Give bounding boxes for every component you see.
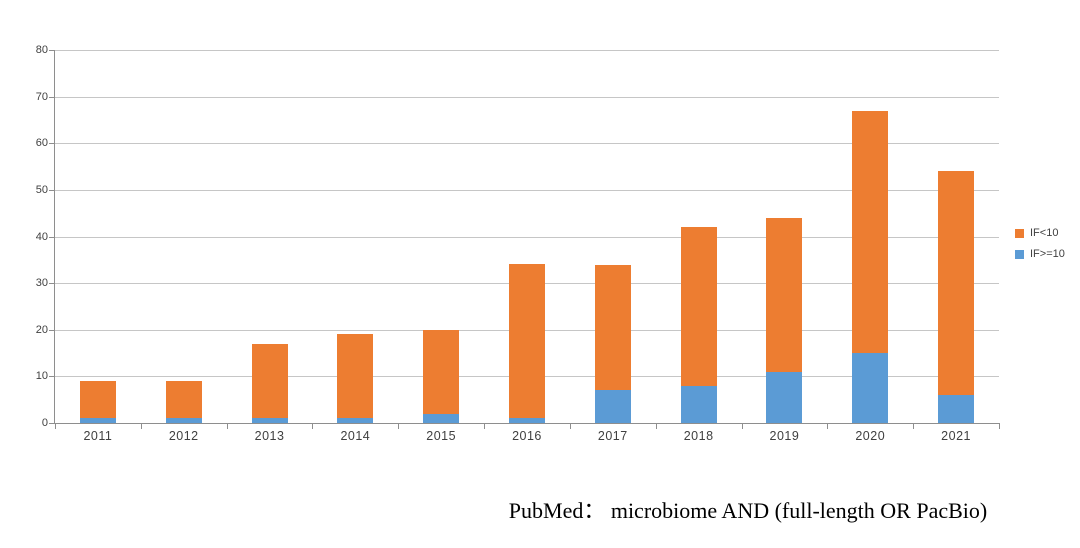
- x-tick-boundary-9: [827, 423, 829, 429]
- x-tick-boundary-7: [655, 423, 657, 429]
- legend-item-if-lt-10: IF<10: [1015, 228, 1065, 239]
- bar-segment-2020-if-lt-10: [852, 110, 889, 354]
- y-axis-label-70: 70: [35, 90, 48, 103]
- bar-segment-2021-if-gte-10: [938, 395, 975, 423]
- x-axis-label-2021: 2021: [941, 429, 971, 443]
- x-tick-boundary-10: [913, 423, 915, 429]
- y-tick-0: [49, 423, 55, 424]
- legend-label-if-lt-10: IF<10: [1030, 227, 1059, 239]
- y-tick-20: [49, 329, 55, 331]
- y-axis-label-40: 40: [35, 230, 48, 243]
- y-axis-label-0: 0: [41, 417, 48, 429]
- y-tick-70: [49, 96, 55, 98]
- x-tick-boundary-4: [398, 423, 400, 429]
- x-axis-label-2015: 2015: [426, 429, 457, 443]
- x-tick-boundary-1: [140, 423, 142, 429]
- caption: PubMed： microbiome AND (full-length OR P…: [508, 498, 988, 523]
- x-axis-label-2020: 2020: [855, 429, 886, 443]
- bar-segment-2019-if-lt-10: [766, 217, 803, 372]
- y-tick-30: [49, 283, 55, 285]
- gridline-70: [55, 96, 999, 98]
- x-axis-label-2013: 2013: [254, 429, 285, 443]
- y-tick-80: [49, 50, 55, 51]
- legend-item-if-gte-10: IF>=10: [1015, 249, 1065, 260]
- gridline-60: [55, 143, 999, 145]
- bar-segment-2016-if-lt-10: [509, 264, 545, 419]
- x-tick-boundary-11: [999, 423, 1000, 429]
- x-axis-label-2019: 2019: [769, 429, 800, 443]
- bar-segment-2015-if-lt-10: [423, 329, 460, 414]
- bar-segment-2011-if-gte-10: [79, 418, 116, 423]
- x-tick-boundary-3: [312, 423, 314, 429]
- bar-segment-2016-if-gte-10: [509, 418, 545, 423]
- x-axis-line: [49, 423, 999, 424]
- y-axis-label-30: 30: [35, 277, 48, 290]
- x-tick-boundary-2: [226, 423, 228, 429]
- x-tick-boundary-0: [55, 423, 56, 429]
- bar-2012: [165, 50, 202, 423]
- legend: IF<10 IF>=10: [1015, 228, 1065, 260]
- gridline-40: [55, 236, 999, 238]
- bar-2016: [509, 50, 545, 423]
- bar-segment-2018-if-gte-10: [680, 385, 717, 423]
- bar-segment-2014-if-lt-10: [337, 334, 374, 419]
- bar-segment-2017-if-lt-10: [594, 264, 631, 391]
- y-tick-60: [49, 143, 55, 145]
- legend-swatch-orange: [1015, 229, 1024, 238]
- y-tick-40: [49, 236, 55, 238]
- x-tick-boundary-5: [484, 423, 486, 429]
- bar-segment-2012-if-gte-10: [165, 418, 202, 423]
- y-axis-label-60: 60: [35, 137, 48, 150]
- y-axis-label-20: 20: [35, 323, 48, 336]
- y-tick-50: [49, 189, 55, 191]
- y-axis-label-50: 50: [35, 183, 48, 196]
- legend-swatch-blue: [1015, 250, 1024, 259]
- bar-2021: [938, 50, 975, 423]
- x-axis-label-2011: 2011: [83, 429, 113, 443]
- legend-label-if-gte-10: IF>=10: [1030, 248, 1065, 260]
- x-tick-boundary-8: [741, 423, 743, 429]
- bar-segment-2021-if-lt-10: [938, 171, 975, 396]
- x-axis-label-2016: 2016: [512, 429, 542, 443]
- bar-2018: [680, 50, 717, 423]
- y-axis-label-80: 80: [35, 44, 48, 56]
- bar-segment-2017-if-gte-10: [594, 390, 631, 423]
- bar-segment-2011-if-lt-10: [79, 381, 116, 419]
- bar-2017: [594, 50, 631, 423]
- bar-segment-2019-if-gte-10: [766, 371, 803, 423]
- x-axis-label-2018: 2018: [683, 429, 714, 443]
- x-tick-boundary-6: [569, 423, 571, 429]
- x-axis-label-2014: 2014: [340, 429, 371, 443]
- bar-2014: [337, 50, 374, 423]
- bar-segment-2018-if-lt-10: [680, 227, 717, 386]
- y-tick-10: [49, 376, 55, 378]
- bar-segment-2014-if-gte-10: [337, 418, 374, 423]
- bar-segment-2020-if-gte-10: [852, 353, 889, 423]
- bar-2013: [251, 50, 288, 423]
- bar-segment-2015-if-gte-10: [423, 413, 460, 423]
- x-axis-label-2012: 2012: [168, 429, 199, 443]
- x-axis-label-2017: 2017: [597, 429, 628, 443]
- bar-2019: [766, 50, 803, 423]
- bar-2020: [852, 50, 889, 423]
- gridline-50: [55, 189, 999, 191]
- y-axis-label-10: 10: [35, 370, 48, 383]
- bar-segment-2013-if-gte-10: [251, 418, 288, 423]
- bar-segment-2012-if-lt-10: [165, 381, 202, 419]
- bar-2015: [423, 50, 460, 423]
- plot-area: [49, 50, 999, 424]
- bar-2011: [79, 50, 116, 423]
- bar-segment-2013-if-lt-10: [251, 343, 288, 419]
- gridline-80: [55, 50, 999, 51]
